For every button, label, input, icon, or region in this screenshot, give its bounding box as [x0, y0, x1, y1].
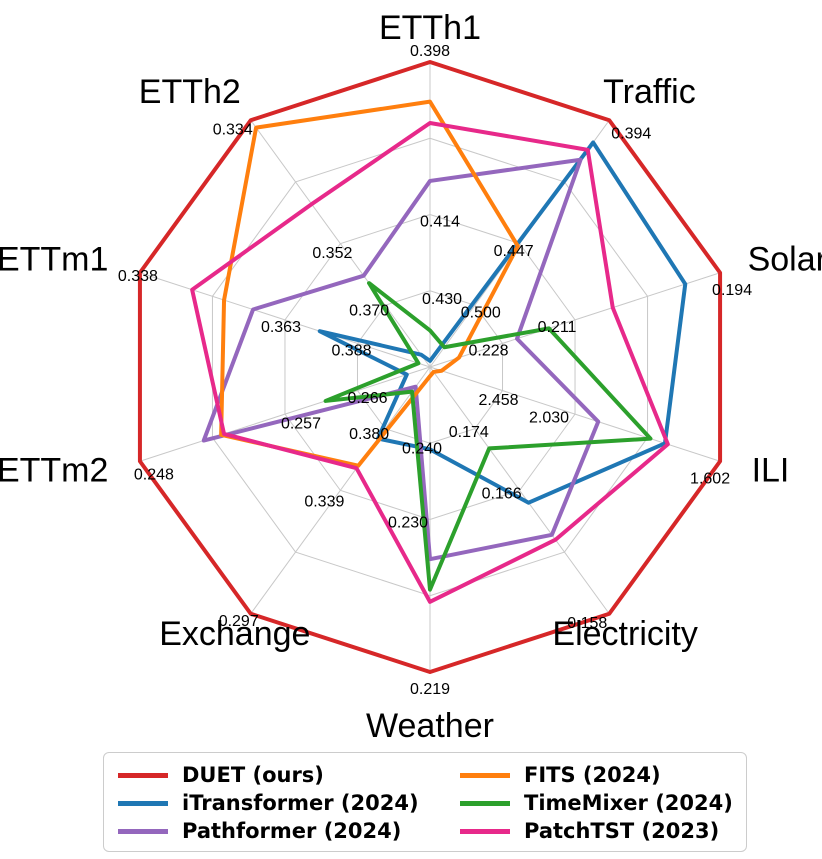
- grid-spoke-etth2: [250, 119, 431, 368]
- tick-label-exchange-2: 0.339: [304, 494, 344, 511]
- axis-label-solar: Solar: [748, 241, 822, 279]
- axis-label-etth2: ETTh2: [139, 73, 241, 111]
- series-patchtst-2023: [190, 121, 670, 604]
- axis-label-ettm1: ETTm1: [0, 241, 108, 279]
- legend-swatch-patchtst: [460, 828, 510, 834]
- legend-swatch-fits: [460, 772, 510, 778]
- legend-item-pathformer: Pathformer (2024): [118, 817, 401, 845]
- tick-label-weather-1: 0.219: [410, 681, 450, 698]
- legend-label-pathformer: Pathformer (2024): [182, 819, 402, 843]
- legend-swatch-timemixer: [460, 800, 510, 806]
- tick-label-traffic-3: 0.500: [461, 305, 501, 322]
- legend-item-duet: DUET (ours): [118, 761, 324, 789]
- series-pathformer-2024: [201, 157, 601, 562]
- series-timemixer-2024: [323, 281, 653, 592]
- axis-label-ettm2: ETTm2: [0, 451, 108, 489]
- tick-label-electricity-3: 0.174: [449, 424, 489, 441]
- tick-label-etth2-1: 0.334: [213, 121, 253, 138]
- grid-spoke-ettm2: [139, 366, 431, 462]
- axis-label-exchange: Exchange: [159, 615, 310, 653]
- legend-label-fits: FITS (2024): [524, 763, 661, 787]
- tick-label-solar-3: 0.228: [468, 343, 508, 360]
- tick-label-etth2-2: 0.352: [312, 245, 352, 262]
- tick-label-ettm1-2: 0.363: [261, 319, 301, 336]
- tick-label-etth1-1: 0.398: [410, 43, 450, 60]
- tick-label-electricity-2: 0.166: [482, 486, 522, 503]
- legend: DUET (ours) iTransformer (2024) Pathform…: [103, 752, 747, 852]
- tick-label-solar-1: 0.194: [712, 282, 752, 299]
- axis-label-electricity: Electricity: [552, 615, 697, 653]
- tick-label-weather-2: 0.230: [388, 515, 428, 532]
- tick-label-ettm2-2: 0.257: [281, 415, 321, 432]
- series-fits-2024: [219, 99, 520, 468]
- tick-label-ettm2-3: 0.266: [347, 390, 387, 407]
- grid-spoke-ettm1: [139, 272, 431, 368]
- tick-label-electricity-1: 0.158: [567, 615, 607, 632]
- tick-label-ili-1: 1.602: [690, 470, 730, 487]
- radar-series: [137, 60, 723, 674]
- legend-swatch-itransformer: [118, 800, 168, 806]
- tick-label-ili-2: 2.030: [529, 409, 569, 426]
- radar-chart: ETTh1 Traffic Solar ILI Electricity Weather Ex…: [0, 9, 822, 745]
- axis-label-weather: Weather: [366, 707, 494, 745]
- tick-label-ettm1-3: 0.388: [331, 343, 371, 360]
- tick-label-weather-3: 0.240: [402, 440, 442, 457]
- tick-label-solar-2: 0.211: [538, 319, 577, 336]
- legend-label-duet: DUET (ours): [182, 763, 324, 787]
- grid-spoke-electricity: [429, 366, 610, 615]
- tick-label-ili-3: 2.458: [478, 392, 518, 409]
- legend-swatch-duet: [118, 772, 168, 778]
- tick-label-etth2-3: 0.370: [349, 303, 389, 320]
- legend-item-itransformer: iTransformer (2024): [118, 789, 419, 817]
- legend-swatch-pathformer: [118, 828, 168, 834]
- legend-item-fits: FITS (2024): [460, 761, 661, 789]
- tick-label-ettm2-1: 0.248: [134, 466, 174, 483]
- legend-item-patchtst: PatchTST (2023): [460, 817, 719, 845]
- tick-label-exchange-1: 0.297: [219, 613, 259, 630]
- radar-labels: ETTh1 Traffic Solar ILI Electricity Weather Ex…: [0, 9, 822, 745]
- tick-label-traffic-2: 0.447: [494, 243, 534, 260]
- tick-label-etth1-2: 0.414: [420, 214, 460, 231]
- tick-label-exchange-3: 0.380: [349, 426, 389, 443]
- axis-label-etth1: ETTh1: [379, 9, 481, 47]
- tick-label-ettm1-1: 0.338: [118, 268, 158, 285]
- legend-label-itransformer: iTransformer (2024): [182, 791, 419, 815]
- grid-spoke-solar: [429, 272, 721, 368]
- legend-label-patchtst: PatchTST (2023): [524, 819, 720, 843]
- grid-spoke-ili: [429, 366, 721, 462]
- series-itransformer-2024: [317, 140, 688, 505]
- tick-label-traffic-1: 0.394: [611, 125, 651, 142]
- legend-item-timemixer: TimeMixer (2024): [460, 789, 733, 817]
- axis-label-ili: ILI: [752, 451, 790, 489]
- tick-label-etth1-3: 0.430: [422, 291, 462, 308]
- series-duet-ours: [137, 60, 723, 674]
- grid-spoke-exchange: [250, 366, 431, 615]
- legend-label-timemixer: TimeMixer (2024): [524, 791, 733, 815]
- axis-label-traffic: Traffic: [603, 73, 696, 111]
